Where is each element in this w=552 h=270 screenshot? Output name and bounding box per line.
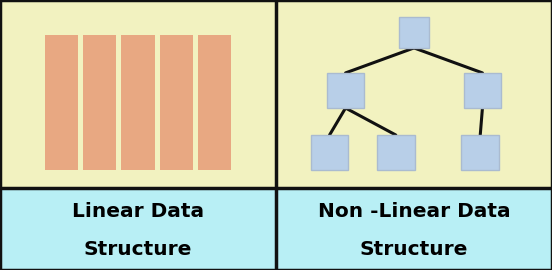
Bar — [464, 73, 501, 108]
Bar — [0, 0, 276, 188]
Bar — [327, 73, 364, 108]
Bar — [311, 135, 348, 170]
Bar — [121, 35, 155, 170]
Bar — [83, 35, 116, 170]
Text: Structure: Structure — [84, 240, 192, 259]
Bar — [377, 135, 415, 170]
Text: Non -Linear Data: Non -Linear Data — [318, 202, 510, 221]
Bar — [276, 188, 552, 270]
Bar — [399, 17, 429, 48]
Bar — [0, 188, 276, 270]
Bar — [45, 35, 78, 170]
Text: Structure: Structure — [360, 240, 468, 259]
Bar — [198, 35, 231, 170]
Bar — [276, 0, 552, 188]
Bar — [461, 135, 499, 170]
Text: Linear Data: Linear Data — [72, 202, 204, 221]
Bar — [160, 35, 193, 170]
